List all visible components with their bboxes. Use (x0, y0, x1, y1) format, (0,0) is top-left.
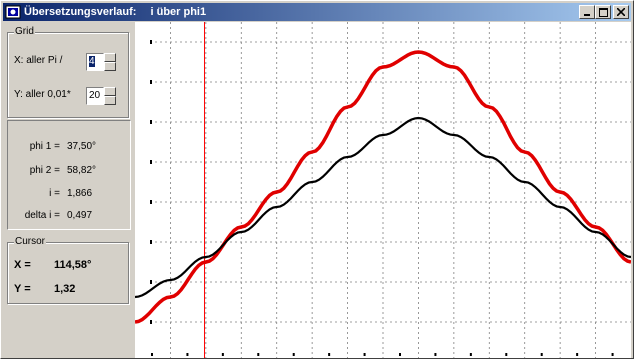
x-tick-mark (434, 353, 437, 356)
x-tick-mark (540, 353, 543, 356)
chart-svg[interactable] (134, 22, 632, 358)
plot-area[interactable] (134, 22, 632, 358)
i-value: 1,866 (67, 188, 93, 199)
series-black-curve (134, 116, 632, 299)
grid-x-label: X: aller Pi / (14, 55, 63, 66)
grid-y-input[interactable]: 20 (86, 87, 104, 105)
spin-down-icon[interactable] (104, 62, 116, 71)
grid-x-input[interactable]: 4 (86, 53, 104, 71)
app-icon (5, 5, 21, 19)
x-tick-mark (399, 353, 401, 356)
x-tick-mark (576, 353, 579, 356)
cursor-group-label: Cursor (14, 236, 47, 247)
grid-group-label: Grid (14, 26, 35, 37)
y-tick-mark (150, 160, 152, 164)
cursor-y-value: 1,32 (54, 283, 76, 295)
spin-down-icon[interactable] (104, 96, 116, 105)
cursor-group: Cursor X = 114,58° Y = 1,32 (7, 236, 129, 304)
grid-y-label: Y: aller 0,01* (14, 89, 71, 100)
x-tick-mark (292, 353, 295, 356)
left-panel: Grid X: aller Pi / 4 Y: aller 0,01* 20 p… (3, 22, 135, 358)
y-tick-mark (150, 280, 152, 284)
right-edge (631, 22, 633, 358)
x-tick-mark (221, 353, 224, 356)
phi1-label: phi 1 = (29, 141, 60, 152)
spin-up-icon[interactable] (104, 87, 116, 96)
y-tick-mark (150, 120, 152, 124)
maximize-icon (598, 7, 608, 17)
maximize-button[interactable] (595, 5, 611, 19)
close-icon (617, 8, 625, 16)
x-tick-mark (611, 353, 614, 356)
grid-y-spinner[interactable] (104, 87, 116, 105)
series-red-curve (134, 50, 632, 324)
cursor-y-label: Y = (14, 283, 31, 295)
window-title: Übersetzungsverlauf: (24, 6, 137, 18)
cursor-x-value: 114,58° (54, 259, 92, 271)
minimize-icon (584, 14, 590, 16)
phi1-value: 37,50° (67, 141, 97, 152)
close-button[interactable] (613, 5, 629, 19)
y-tick-mark (150, 40, 152, 44)
delta-i-label: delta i = (24, 210, 60, 221)
phi2-value: 58,82° (67, 165, 97, 176)
x-tick-mark (363, 353, 366, 356)
phi2-label: phi 2 = (29, 165, 60, 176)
values-panel: phi 1 = 37,50° phi 2 = 58,82° i = 1,866 … (7, 120, 131, 230)
y-tick-mark (150, 240, 152, 244)
grid-group: Grid X: aller Pi / 4 Y: aller 0,01* 20 (7, 26, 129, 118)
x-tick-mark (469, 353, 472, 356)
y-tick-mark (150, 80, 152, 84)
x-tick-mark (257, 353, 260, 356)
title-bar[interactable]: Übersetzungsverlauf: i über phi1 (3, 3, 631, 21)
x-tick-mark (328, 353, 331, 356)
x-tick-mark (505, 353, 508, 356)
y-tick-mark (150, 200, 152, 204)
spin-up-icon[interactable] (104, 53, 116, 62)
x-tick-mark (151, 353, 153, 356)
window-subtitle: i über phi1 (150, 6, 207, 18)
y-tick-mark (150, 320, 152, 324)
cursor-x-label: X = (14, 259, 31, 271)
delta-i-value: 0,497 (67, 210, 93, 221)
minimize-button[interactable] (579, 5, 595, 19)
grid-x-spinner[interactable] (104, 53, 116, 71)
x-tick-mark (186, 353, 189, 356)
i-label: i = (49, 188, 60, 199)
